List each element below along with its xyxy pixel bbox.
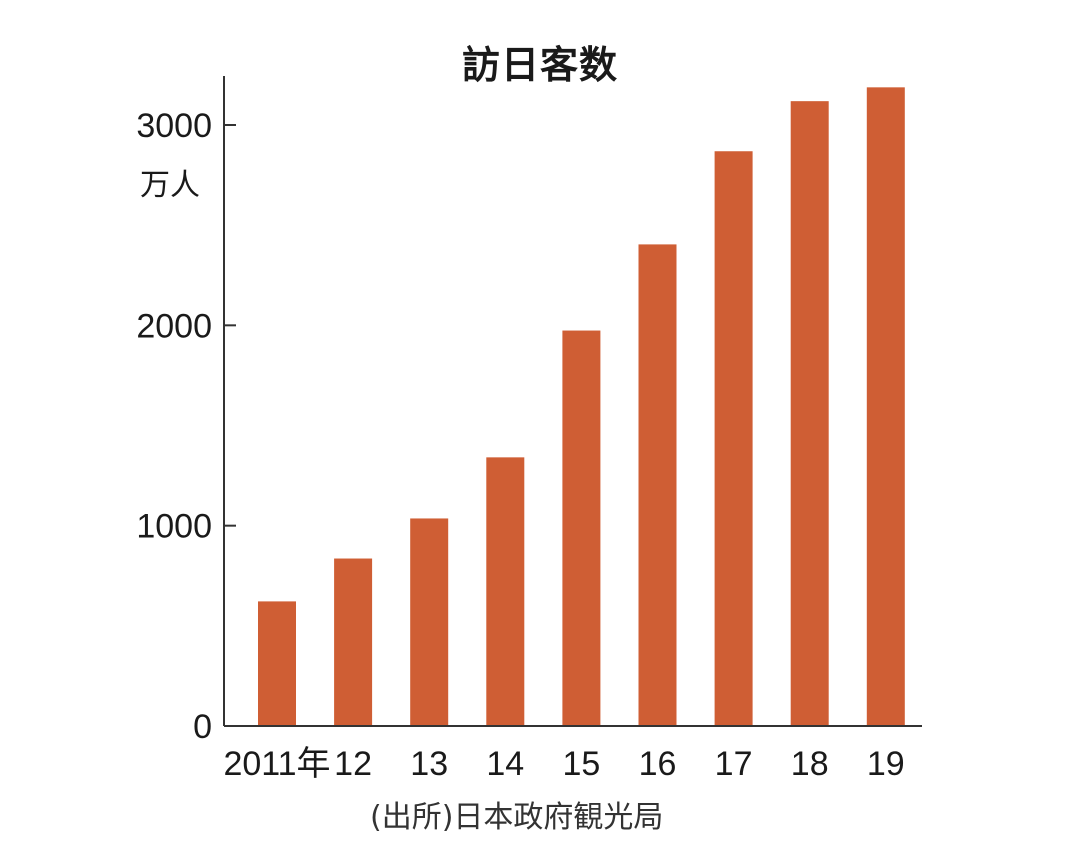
chart-title: 訪日客数: [461, 43, 618, 87]
x-tick-label-17: 17: [715, 745, 753, 783]
bars-group: [258, 87, 905, 727]
y-tick-label-0: 0: [193, 708, 212, 746]
x-tick-label-16: 16: [639, 745, 677, 783]
bar-17: [714, 151, 753, 727]
source-note: (出所)日本政府観光局: [370, 800, 664, 835]
y-tick-label-1000: 1000: [136, 508, 212, 546]
bar-14: [486, 457, 525, 726]
y-ticks-group: 0 1000 2000 3000: [136, 107, 236, 746]
bar-2011年: [258, 601, 296, 726]
x-ticks-group: 2011年 12 13 14 15 16 17 18 19: [223, 745, 904, 783]
bar-13: [410, 518, 449, 726]
x-tick-label-12: 12: [334, 745, 372, 783]
bar-12: [334, 558, 373, 726]
x-tick-label-14: 14: [486, 745, 524, 783]
x-tick-label-18: 18: [791, 745, 829, 783]
x-tick-label-13: 13: [410, 745, 448, 783]
bar-19: [866, 87, 905, 726]
x-tick-label-2011年: 2011年: [223, 745, 330, 783]
y-tick-label-2000: 2000: [136, 307, 212, 345]
x-tick-label-19: 19: [867, 745, 905, 783]
x-tick-label-15: 15: [562, 745, 600, 783]
bar-18: [790, 101, 829, 726]
y-axis-unit-label: 万人: [140, 168, 200, 203]
axes-group: [223, 76, 922, 727]
bar-16: [638, 244, 677, 726]
bar-15: [562, 330, 601, 726]
y-tick-label-3000: 3000: [136, 107, 212, 145]
